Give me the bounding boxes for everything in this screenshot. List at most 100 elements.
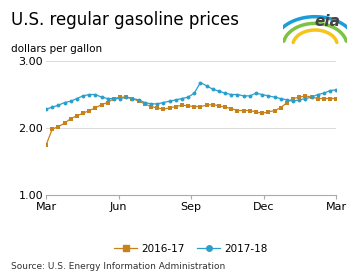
2016-17 (180, 103, 184, 107)
2016-17 (124, 96, 129, 99)
2017-18 (205, 84, 209, 88)
2016-17 (266, 110, 270, 113)
2016-17 (198, 105, 202, 108)
Line: 2017-18: 2017-18 (44, 81, 338, 111)
2017-18 (186, 96, 190, 99)
2017-18 (50, 106, 54, 109)
2017-18 (105, 97, 110, 100)
2017-18 (198, 81, 202, 84)
2016-17 (328, 97, 332, 100)
2016-17 (211, 103, 215, 106)
2017-18 (173, 98, 178, 101)
2016-17 (173, 105, 178, 108)
2016-17 (309, 96, 314, 99)
2017-18 (211, 88, 215, 91)
2017-18 (167, 100, 172, 103)
2016-17 (254, 110, 258, 113)
2017-18 (260, 93, 264, 96)
2016-17 (217, 104, 221, 108)
Text: dollars per gallon: dollars per gallon (11, 44, 102, 54)
2016-17 (322, 97, 326, 100)
2017-18 (309, 96, 314, 99)
2017-18 (303, 97, 308, 100)
2017-18 (266, 94, 270, 98)
2016-17 (149, 105, 153, 108)
2017-18 (118, 97, 122, 100)
2017-18 (87, 93, 91, 96)
2017-18 (192, 91, 196, 95)
2017-18 (143, 101, 147, 104)
2016-17 (56, 125, 61, 128)
2016-17 (241, 109, 246, 112)
2016-17 (105, 101, 110, 104)
2017-18 (99, 96, 104, 99)
2016-17 (205, 103, 209, 107)
2016-17 (167, 106, 172, 110)
2016-17 (75, 114, 79, 118)
2017-18 (285, 98, 289, 101)
2016-17 (93, 106, 98, 110)
2017-18 (56, 103, 61, 107)
2017-18 (155, 102, 159, 106)
2017-18 (334, 88, 338, 91)
2016-17 (285, 101, 289, 104)
2017-18 (328, 89, 332, 92)
2017-18 (69, 100, 73, 103)
2017-18 (279, 97, 283, 100)
2016-17 (260, 111, 264, 115)
2016-17 (161, 108, 165, 111)
2017-18 (223, 91, 227, 95)
2017-18 (291, 100, 295, 103)
2017-18 (229, 93, 233, 96)
2017-18 (112, 97, 116, 100)
2017-18 (81, 94, 85, 98)
Legend: 2016-17, 2017-18: 2016-17, 2017-18 (110, 240, 272, 258)
2016-17 (273, 109, 277, 112)
2017-18 (137, 98, 141, 101)
Line: 2016-17: 2016-17 (44, 94, 338, 147)
2016-17 (297, 96, 301, 99)
2017-18 (44, 108, 48, 111)
2016-17 (81, 111, 85, 115)
2017-18 (130, 97, 135, 100)
2016-17 (130, 97, 135, 100)
2016-17 (229, 107, 233, 110)
2017-18 (235, 93, 240, 96)
2016-17 (62, 121, 67, 125)
2016-17 (334, 97, 338, 100)
2017-18 (93, 93, 98, 96)
2016-17 (99, 103, 104, 106)
Text: U.S. regular gasoline prices: U.S. regular gasoline prices (11, 11, 239, 29)
2016-17 (235, 109, 240, 112)
2016-17 (248, 109, 252, 112)
Text: eia: eia (314, 14, 340, 29)
2017-18 (75, 97, 79, 100)
2016-17 (112, 97, 116, 100)
2016-17 (291, 97, 295, 100)
2016-17 (192, 105, 196, 108)
2016-17 (87, 109, 91, 112)
2016-17 (50, 128, 54, 131)
2016-17 (303, 94, 308, 98)
2016-17 (223, 106, 227, 109)
2016-17 (143, 102, 147, 106)
2017-18 (297, 98, 301, 101)
2017-18 (248, 94, 252, 98)
2016-17 (118, 96, 122, 99)
2016-17 (137, 100, 141, 103)
2017-18 (254, 91, 258, 95)
2017-18 (149, 102, 153, 106)
2017-18 (217, 90, 221, 93)
2017-18 (180, 97, 184, 100)
2017-18 (62, 101, 67, 104)
2016-17 (316, 97, 320, 100)
2016-17 (155, 106, 159, 110)
2016-17 (69, 117, 73, 120)
2017-18 (241, 94, 246, 98)
2017-18 (161, 101, 165, 104)
Text: Source: U.S. Energy Information Administration: Source: U.S. Energy Information Administ… (11, 262, 225, 271)
2017-18 (273, 96, 277, 99)
2017-18 (322, 91, 326, 95)
2017-18 (316, 93, 320, 96)
2016-17 (279, 106, 283, 110)
